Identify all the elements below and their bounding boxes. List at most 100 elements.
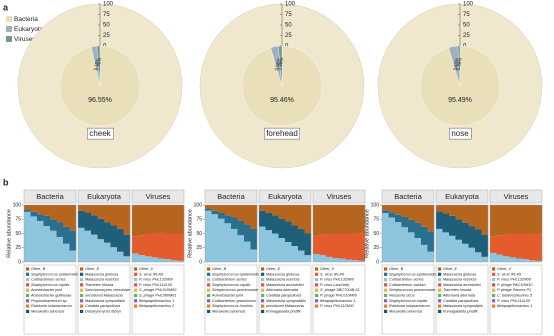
bar-segment xyxy=(171,233,178,261)
plot-frame xyxy=(381,204,435,263)
y-tick-label: 0 xyxy=(199,259,202,265)
legend-label: Cutibacterium acnes xyxy=(31,278,66,282)
legend-swatch xyxy=(80,293,84,298)
legend-label: Malassezia arunalokei xyxy=(443,283,481,287)
radial-tick-label: 100 xyxy=(285,2,296,8)
pie-label: 1.30% xyxy=(95,57,102,70)
bar-segment xyxy=(332,258,340,262)
bar-segment xyxy=(177,260,185,262)
bar-segment xyxy=(278,218,286,239)
site-label: nose xyxy=(451,129,469,138)
legend-label: uncultured Malassezia xyxy=(266,304,304,308)
legend-label: Viruses xyxy=(14,36,36,43)
y-tick-label: 50 xyxy=(196,231,202,237)
legend-label: Acinetobacter junii xyxy=(30,288,62,292)
bar-segment xyxy=(352,260,359,262)
legend-swatch xyxy=(438,288,442,292)
y-tick-label: 50 xyxy=(373,231,379,237)
bar-segment xyxy=(319,255,327,262)
legend-swatch xyxy=(261,309,265,313)
legend-swatch xyxy=(6,16,12,22)
legend-label: P. virus PHL132N00 xyxy=(320,278,355,282)
bar-segment xyxy=(24,211,31,262)
legend-box xyxy=(435,264,489,335)
legend-label: Candida parapsilosis xyxy=(266,294,301,298)
y-tick-label: 25 xyxy=(15,245,21,251)
legend-swatch xyxy=(315,267,319,271)
bar-segment xyxy=(132,205,139,237)
bar-segment xyxy=(123,256,131,262)
legend-swatch xyxy=(384,309,388,313)
bar-segment xyxy=(97,205,105,219)
legend-swatch xyxy=(492,299,496,303)
header-box xyxy=(204,189,258,204)
bar-segment xyxy=(345,233,353,260)
bar-segment xyxy=(63,226,70,244)
bar-segment xyxy=(145,256,152,262)
legend-swatch xyxy=(261,288,265,292)
legend-swatch xyxy=(134,299,138,303)
legend-label: Eukaryota xyxy=(14,26,44,33)
bar-segment xyxy=(205,210,212,262)
bar-segment xyxy=(298,250,305,262)
site-label: forehead xyxy=(266,129,298,138)
bar-segment xyxy=(285,242,292,262)
bar-segment xyxy=(455,219,463,240)
bar-segment xyxy=(151,233,159,258)
bar-segment xyxy=(104,242,111,262)
bar-segment xyxy=(164,233,172,260)
legend-label: S. phage PHL060M01 xyxy=(139,294,176,298)
bar-segment xyxy=(522,259,530,262)
bar-segment xyxy=(164,259,172,262)
legend-label: Candida parapsilosis xyxy=(85,304,120,308)
bar-segment xyxy=(56,205,64,223)
bar-segment xyxy=(427,231,435,252)
radial-tick-label: 50 xyxy=(285,23,292,29)
legend-swatch xyxy=(26,309,30,313)
y-tick-label: 25 xyxy=(196,245,202,251)
bar-segment xyxy=(84,205,92,213)
legend-label: P. virus PHL114L00 xyxy=(497,299,531,303)
bar-segment xyxy=(265,212,273,231)
legend-label: Moraxella osloensis xyxy=(31,309,64,313)
legend-swatch xyxy=(438,299,442,303)
legend-swatch xyxy=(207,309,211,313)
legend-swatch xyxy=(438,272,442,276)
legend-swatch xyxy=(26,278,30,282)
pie-label: 2.15% xyxy=(93,57,100,70)
legend-label: Malassezia restricta xyxy=(85,278,119,282)
legend-swatch xyxy=(315,272,319,276)
legend-label: Streptococcus pneumoniae xyxy=(212,288,258,292)
bar-segment xyxy=(218,218,225,262)
legend-label: Other_E xyxy=(266,267,281,271)
legend-swatch xyxy=(207,272,211,276)
bar-segment xyxy=(231,217,238,229)
legend-label: Malassezia globosa xyxy=(85,272,118,276)
legend-label: P. virus PHL112N00 xyxy=(320,304,355,308)
legend-label: Trametes hirsuta xyxy=(443,288,471,292)
bar-segment xyxy=(462,243,469,262)
legend-label: Propionibacterium sp. xyxy=(31,299,68,303)
bar-segment xyxy=(164,205,172,234)
bar-segment xyxy=(421,226,428,245)
bar-segment xyxy=(259,210,266,227)
legend-swatch xyxy=(80,304,84,308)
bar-segment xyxy=(529,234,536,261)
legend-swatch xyxy=(384,283,388,287)
bar-segment xyxy=(408,232,415,262)
panel-title: Viruses xyxy=(146,192,171,201)
legend-swatch xyxy=(134,267,138,271)
legend-swatch xyxy=(315,278,319,282)
legend-swatch xyxy=(261,304,265,308)
legend-label: Alternaria alternata xyxy=(442,294,475,298)
bar-segment xyxy=(401,227,409,262)
bar-segment xyxy=(63,243,70,262)
legend-label: P. virus Lauchelly xyxy=(320,283,350,287)
bar-segment xyxy=(250,228,258,250)
bar-segment xyxy=(272,205,279,216)
legend-label: Malassezia sympodialis xyxy=(443,304,483,308)
bar-segment xyxy=(211,214,219,262)
legend-swatch xyxy=(134,272,138,276)
legend-swatch xyxy=(384,293,388,298)
